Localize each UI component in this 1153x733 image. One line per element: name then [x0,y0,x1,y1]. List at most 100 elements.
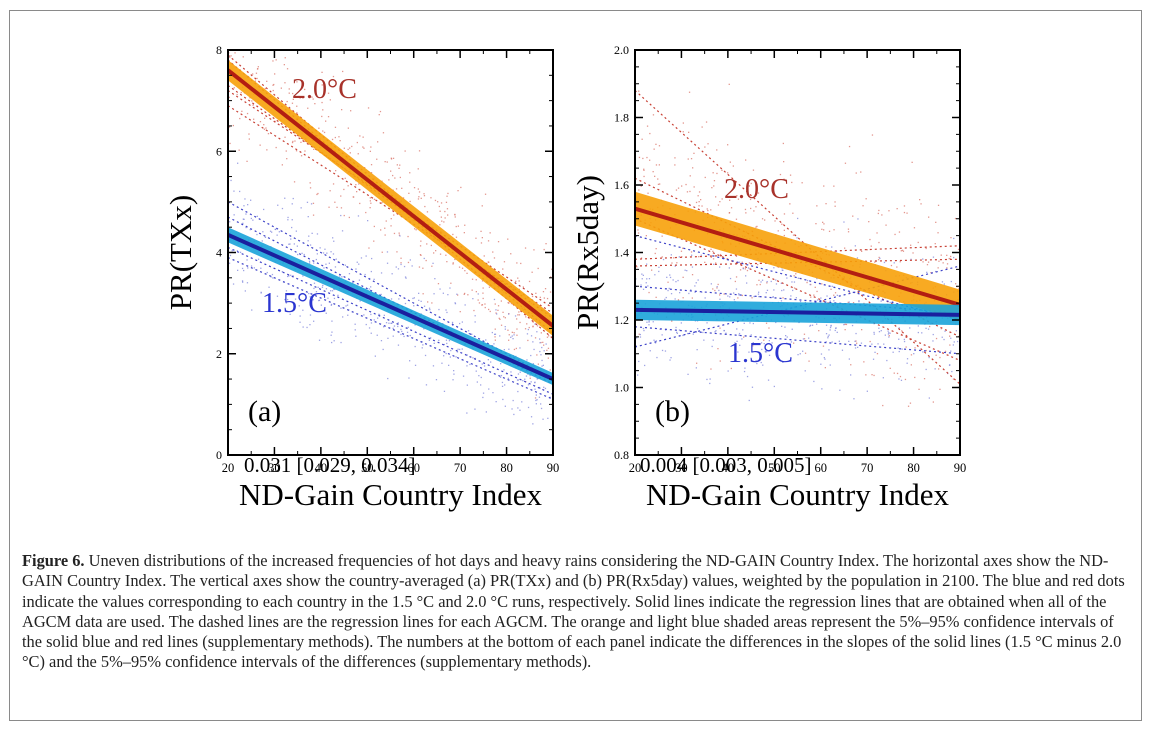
data-point [538,396,541,398]
data-point [229,44,230,45]
data-point [735,288,738,290]
data-point [522,286,524,288]
data-point [373,240,375,242]
data-point [766,289,769,291]
data-point [393,214,395,216]
data-point [272,89,274,92]
data-point [703,339,705,341]
data-point [843,221,845,223]
data-point [485,411,487,413]
data-point [480,384,482,386]
data-point [325,312,327,314]
data-point [802,338,805,340]
data-point [705,121,708,123]
data-point [710,368,712,370]
data-point [285,150,287,152]
data-point [449,287,451,289]
data-point [256,77,258,80]
data-point [735,255,738,257]
data-point [234,52,236,54]
data-point [950,337,952,339]
data-point [642,288,645,290]
data-point [793,275,795,277]
data-point [937,267,939,269]
data-point [534,397,537,399]
regression-line-2.0 [228,68,553,328]
data-point [298,305,300,307]
data-point [743,322,745,324]
data-point [246,160,248,162]
data-point [825,203,827,205]
data-point [645,282,647,284]
data-point [938,368,940,370]
data-point [325,263,327,265]
data-point [343,214,345,217]
data-point [829,364,831,366]
data-point [307,240,309,242]
data-point [284,197,286,199]
data-point [349,147,351,149]
data-point [325,120,327,122]
data-point [478,302,481,304]
data-point [767,379,770,381]
data-point [424,354,427,357]
data-point [243,269,245,272]
data-point [373,278,375,280]
y-tick-label: 1.4 [614,246,629,260]
data-point [244,40,245,41]
data-point [327,92,330,94]
data-point [839,389,841,391]
data-point [932,256,935,258]
data-point [640,185,642,187]
data-point [646,278,648,280]
data-point [918,388,920,390]
data-point [853,398,855,400]
data-point [321,286,324,288]
data-point [456,293,458,295]
data-point [347,148,349,151]
data-point [527,384,530,386]
data-point [691,254,693,256]
data-point [390,158,393,160]
data-point [501,381,504,384]
data-point [834,201,836,203]
data-point [746,282,748,284]
data-point [291,203,293,205]
data-point [228,262,231,264]
data-point [500,324,503,326]
data-point [334,201,336,203]
data-point [390,225,392,227]
data-point [873,331,875,334]
data-point [517,314,519,316]
data-point [729,277,732,280]
data-point [823,357,825,359]
data-point [512,338,514,340]
data-point [751,386,754,388]
data-point [698,256,700,258]
data-point [712,288,714,290]
data-point [910,354,913,356]
data-point [887,330,889,332]
data-point [743,336,745,338]
data-point [423,195,426,197]
data-point [545,343,547,345]
data-point [782,142,784,145]
data-point [239,190,241,193]
data-point [455,236,458,238]
data-point [653,148,655,150]
data-point [272,84,274,86]
data-point [878,327,880,329]
data-point [290,238,292,240]
data-point [913,227,916,229]
data-point [355,268,357,270]
data-point [706,208,708,210]
data-point [423,328,425,330]
data-point [432,262,434,264]
data-point [403,265,406,268]
data-point [407,326,409,328]
data-point [674,298,676,300]
data-point [814,286,816,288]
data-point [709,382,711,385]
data-point [786,342,788,344]
data-point [948,257,950,260]
